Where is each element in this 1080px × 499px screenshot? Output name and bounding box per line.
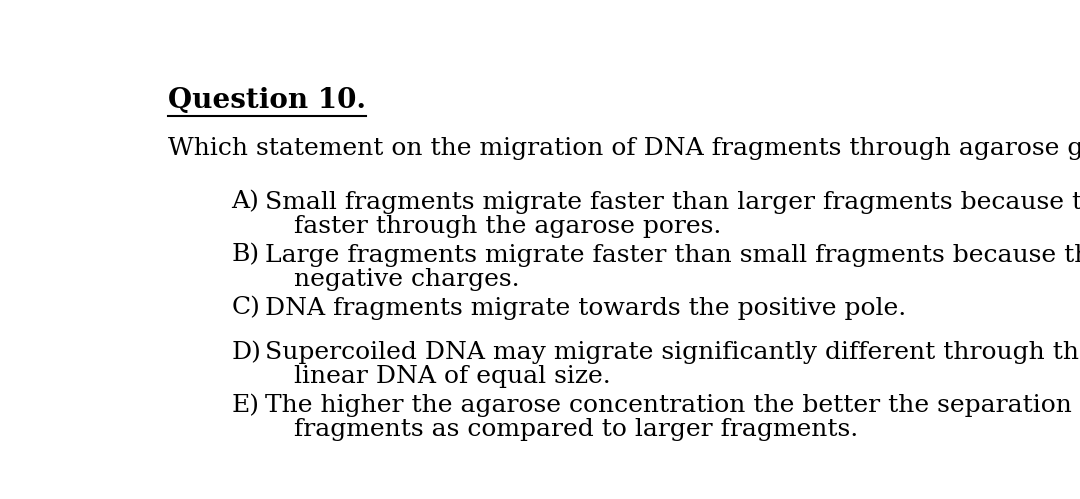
Text: Small fragments migrate faster than larger fragments because they can move: Small fragments migrate faster than larg… — [265, 191, 1080, 214]
Text: The higher the agarose concentration the better the separation of smaller: The higher the agarose concentration the… — [265, 394, 1080, 417]
Text: Supercoiled DNA may migrate significantly different through the gel than: Supercoiled DNA may migrate significantl… — [265, 341, 1080, 364]
Text: B): B) — [231, 244, 259, 266]
Text: Which statement on the migration of DNA fragments through agarose gels is: Which statement on the migration of DNA … — [168, 137, 1080, 160]
Text: C): C) — [231, 296, 260, 319]
Text: A): A) — [231, 191, 259, 214]
Text: negative charges.: negative charges. — [294, 268, 519, 291]
Text: linear DNA of equal size.: linear DNA of equal size. — [294, 365, 611, 388]
Text: D): D) — [231, 341, 261, 364]
Text: E): E) — [231, 394, 259, 417]
Text: Large fragments migrate faster than small fragments because they carry more: Large fragments migrate faster than smal… — [265, 244, 1080, 266]
Text: DNA fragments migrate towards the positive pole.: DNA fragments migrate towards the positi… — [265, 296, 906, 319]
Text: fragments as compared to larger fragments.: fragments as compared to larger fragment… — [294, 418, 859, 441]
Text: Question 10.: Question 10. — [168, 87, 366, 114]
Text: faster through the agarose pores.: faster through the agarose pores. — [294, 215, 721, 238]
